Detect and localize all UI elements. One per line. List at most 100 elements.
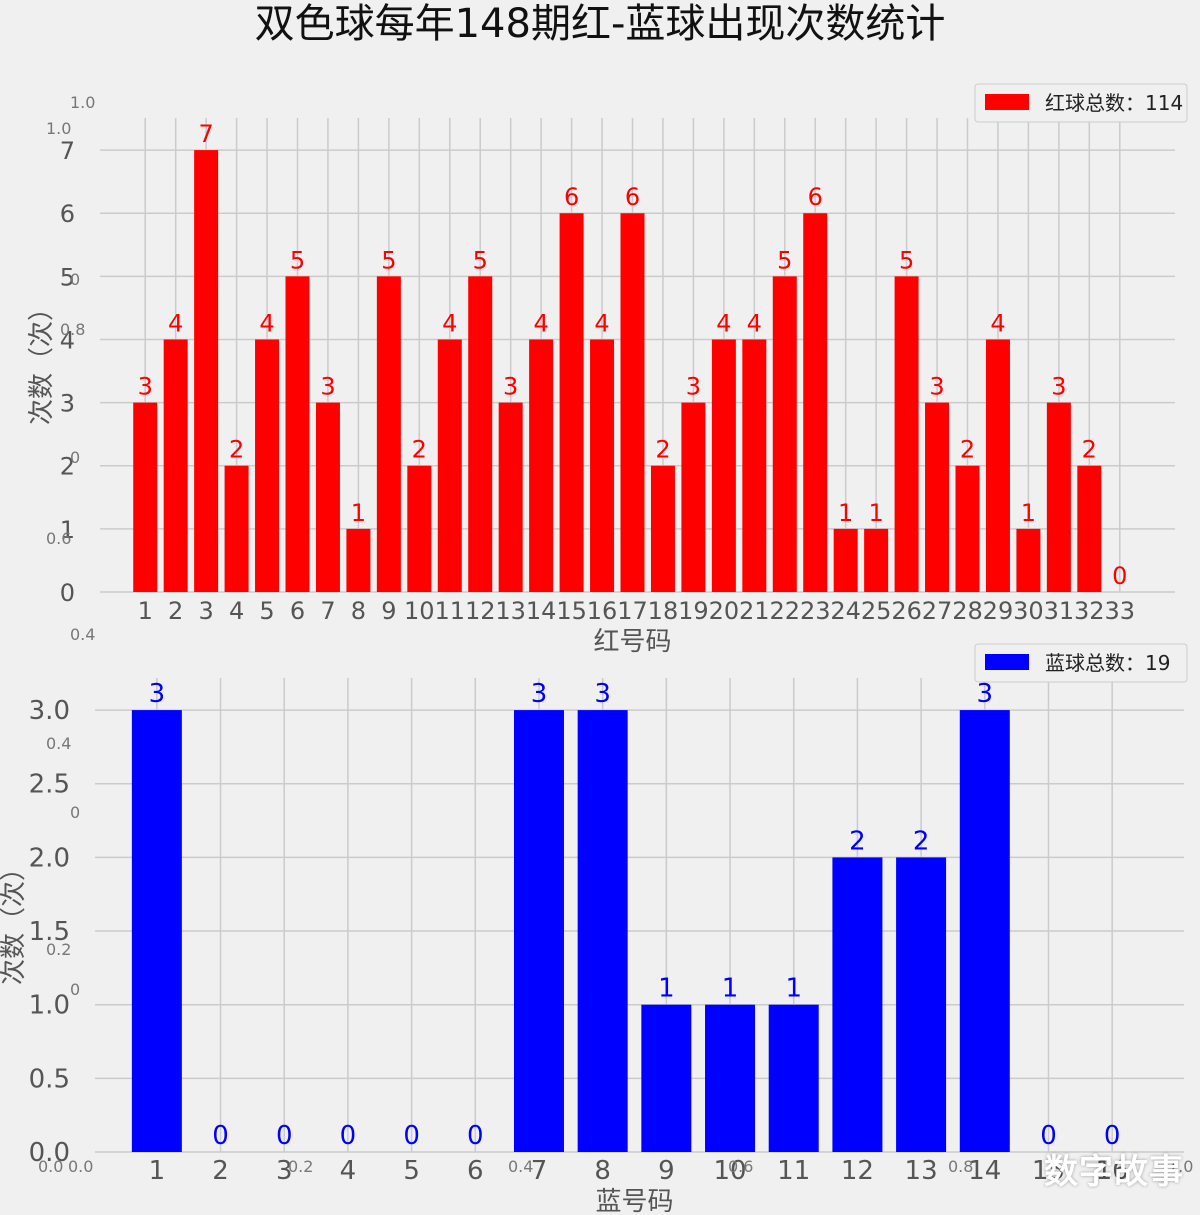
red-ytick-label: 6 [60,200,75,228]
red-data-label: 1 [868,499,883,527]
red-bar [894,276,919,592]
blue-xtick-label: 10 [713,1156,746,1186]
red-data-label: 5 [899,246,914,274]
ghost-axis-label: 0.4 [70,625,95,644]
red-data-label: 5 [290,246,305,274]
red-bar [772,276,797,592]
red-bar [559,213,584,592]
red-xtick-label: 20 [709,597,740,625]
blue-data-label: 0 [276,1121,293,1151]
ghost-axis-label: 0 [70,980,80,999]
blue-xtick-label: 14 [968,1156,1001,1186]
blue-ytick-label: 0.0 [29,1138,70,1168]
blue-xtick-label: 8 [594,1156,611,1186]
blue-data-label: 3 [977,679,994,709]
red-xtick-label: 21 [739,597,770,625]
red-bar [925,402,950,592]
red-bar [468,276,493,592]
red-xtick-label: 18 [648,597,679,625]
ghost-axis-label: 0.6 [46,529,71,548]
red-xtick-label: 11 [434,597,465,625]
ghost-axis-label: 1.0 [70,93,95,112]
ghost-axis-label: 0.0 [38,1157,63,1176]
red-data-label: 2 [655,436,670,464]
red-bar [529,339,554,592]
blue-ytick-label: 2.5 [29,770,70,800]
watermark: 数字故事 [1044,1152,1184,1192]
ghost-axis-label: 0.2 [288,1157,313,1176]
blue-data-label: 0 [340,1121,357,1151]
red-data-label: 5 [381,246,396,274]
blue-bar [768,1004,819,1152]
ghost-axis-label: 0 [70,448,80,467]
red-data-label: 3 [686,373,701,401]
blue-ytick-label: 1.5 [29,917,70,947]
red-bar [742,339,767,592]
red-data-label: 2 [960,436,975,464]
ghost-axis-label: 0 [70,270,80,289]
red-bar [711,339,736,592]
red-bar [224,465,249,592]
blue-ytick-label: 2.0 [29,843,70,873]
red-xtick-label: 17 [617,597,648,625]
blue-xtick-label: 13 [905,1156,938,1186]
blue-ytick-label: 3.0 [29,696,70,726]
red-data-label: 2 [412,436,427,464]
red-legend-swatch [985,94,1029,110]
red-data-label: 4 [594,309,609,337]
red-xtick-label: 9 [381,597,396,625]
red-data-label: 4 [747,309,762,337]
red-xtick-label: 24 [830,597,861,625]
red-data-label: 6 [564,183,579,211]
red-xtick-label: 3 [198,597,213,625]
red-legend-label: 红球总数：114 [1045,91,1183,115]
red-xtick-label: 6 [290,597,305,625]
ghost-axis-label: 0 [70,803,80,822]
blue-data-label: 2 [849,826,866,856]
ghost-axis-label: 0.4 [46,734,71,753]
blue-data-label: 1 [785,974,802,1004]
ghost-axis-label: 1.0 [1168,1157,1193,1176]
blue-xtick-label: 3 [276,1156,293,1186]
red-xtick-label: 5 [259,597,274,625]
ghost-axis-label: 0.8 [60,320,85,339]
blue-bar [705,1004,756,1152]
red-bar [681,402,706,592]
red-data-label: 2 [229,436,244,464]
red-data-label: 2 [1082,436,1097,464]
red-xtick-label: 2 [168,597,183,625]
red-xtick-label: 10 [404,597,435,625]
blue-xtick-label: 2 [212,1156,229,1186]
blue-x-axis-label: 蓝号码 [595,1187,673,1215]
red-xtick-label: 8 [351,597,366,625]
red-data-label: 3 [503,373,518,401]
blue-data-label: 2 [913,826,930,856]
red-data-label: 1 [351,499,366,527]
blue-data-label: 0 [1104,1121,1121,1151]
red-xtick-label: 30 [1013,597,1044,625]
red-bar [590,339,615,592]
chart-title: 双色球每年148期红-蓝球出现次数统计 [254,1,946,47]
red-bar [376,276,401,592]
red-bar [1016,528,1041,592]
red-xtick-label: 22 [769,597,800,625]
red-xtick-label: 27 [922,597,953,625]
red-ytick-label: 1 [60,516,75,544]
red-ytick-label: 0 [60,579,75,607]
blue-legend-label: 蓝球总数：19 [1045,651,1170,675]
blue-xtick-label: 12 [841,1156,874,1186]
blue-bar [513,710,564,1152]
red-xtick-label: 1 [138,597,153,625]
blue-bar [959,710,1010,1152]
red-data-label: 3 [320,373,335,401]
red-data-label: 4 [533,309,548,337]
red-data-label: 3 [138,373,153,401]
blue-bar [641,1004,692,1152]
red-xtick-label: 4 [229,597,244,625]
red-bar [255,339,280,592]
ghost-axis-label: 0.6 [728,1157,753,1176]
red-data-label: 3 [1051,373,1066,401]
red-ytick-label: 3 [60,390,75,418]
red-xtick-label: 25 [861,597,892,625]
